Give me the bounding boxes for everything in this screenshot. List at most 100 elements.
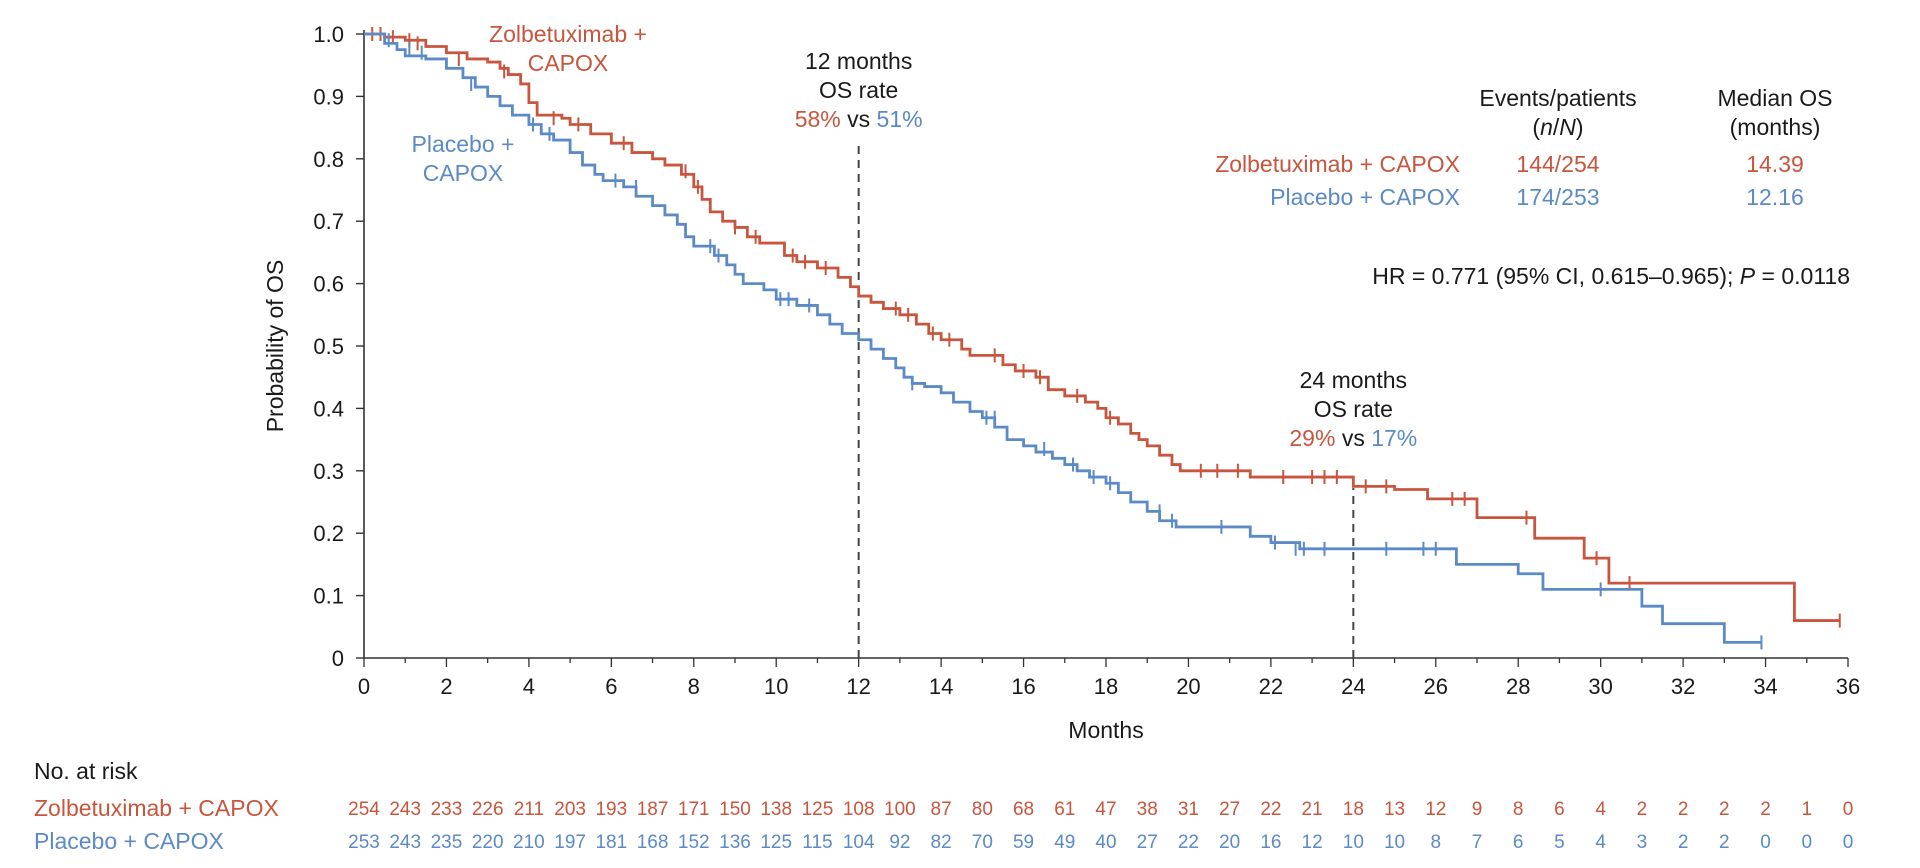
x-tick-label: 8 bbox=[688, 674, 700, 699]
risk-value: 203 bbox=[554, 799, 586, 820]
y-tick-label: 0.7 bbox=[313, 209, 344, 234]
os-rate-zolbetuximab: 58% bbox=[795, 106, 841, 132]
risk-value: 150 bbox=[719, 799, 751, 820]
risk-value: 87 bbox=[931, 799, 952, 820]
risk-value: 6 bbox=[1554, 799, 1565, 820]
risk-value: 92 bbox=[889, 832, 910, 853]
series-label-zolbetuximab: CAPOX bbox=[528, 50, 609, 76]
risk-value: 12 bbox=[1302, 832, 1323, 853]
risk-value: 31 bbox=[1178, 799, 1199, 820]
risk-value: 68 bbox=[1013, 799, 1034, 820]
annotation-os-rate: 58% vs 51% bbox=[795, 106, 923, 132]
risk-value: 59 bbox=[1013, 832, 1034, 853]
risk-value: 243 bbox=[389, 799, 421, 820]
y-tick-label: 0.2 bbox=[313, 521, 344, 546]
chart-axes: 00.10.20.30.40.50.60.70.80.91.00 2 4 6 8 10 12… bbox=[262, 22, 1860, 743]
risk-value: 2 bbox=[1719, 799, 1730, 820]
y-axis-title: Probability of OS bbox=[262, 260, 288, 433]
annotation-title: OS rate bbox=[1314, 396, 1393, 422]
x-axis-title: Months bbox=[1068, 717, 1143, 743]
y-tick-label: 0 bbox=[332, 646, 344, 671]
os-rate-vs: vs bbox=[1335, 425, 1371, 451]
risk-value: 125 bbox=[802, 799, 834, 820]
risk-value: 4 bbox=[1595, 799, 1606, 820]
risk-value: 193 bbox=[595, 799, 627, 820]
risk-value: 152 bbox=[678, 832, 710, 853]
survival-curves bbox=[364, 27, 1841, 650]
series-label-zolbetuximab: Zolbetuximab + bbox=[489, 21, 647, 47]
km-curve-blue bbox=[364, 32, 1762, 644]
risk-value: 49 bbox=[1054, 832, 1075, 853]
risk-value: 16 bbox=[1260, 832, 1281, 853]
x-tick-label: 34 bbox=[1753, 674, 1777, 699]
risk-value: 138 bbox=[760, 799, 792, 820]
risk-value: 5 bbox=[1554, 832, 1565, 853]
risk-value: 254 bbox=[348, 799, 380, 820]
risk-value: 80 bbox=[972, 799, 993, 820]
risk-value: 2 bbox=[1678, 832, 1689, 853]
risk-value: 27 bbox=[1137, 832, 1158, 853]
risk-value: 10 bbox=[1384, 832, 1405, 853]
risk-value: 12 bbox=[1425, 799, 1446, 820]
risk-value: 187 bbox=[637, 799, 669, 820]
stats-header-events-sub: (n/N) bbox=[1532, 114, 1583, 140]
risk-value: 211 bbox=[514, 799, 544, 820]
os-rate-placebo: 17% bbox=[1371, 425, 1417, 451]
os-rate-zolbetuximab: 29% bbox=[1289, 425, 1335, 451]
risk-value: 22 bbox=[1178, 832, 1199, 853]
risk-value: 100 bbox=[884, 799, 916, 820]
x-tick-label: 12 bbox=[846, 674, 870, 699]
x-tick-label: 0 bbox=[358, 674, 370, 699]
y-tick-label: 0.9 bbox=[313, 84, 344, 109]
chart-labels: Zolbetuximab + CAPOX Placebo + CAPOX 12 mont… bbox=[412, 21, 1850, 451]
risk-value: 181 bbox=[595, 832, 627, 853]
risk-value: 136 bbox=[719, 832, 751, 853]
risk-value: 10 bbox=[1343, 832, 1364, 853]
risk-value: 226 bbox=[472, 799, 504, 820]
risk-value: 1 bbox=[1801, 799, 1812, 820]
risk-value: 220 bbox=[472, 832, 504, 853]
risk-value: 104 bbox=[843, 832, 875, 853]
risk-value: 2 bbox=[1760, 799, 1771, 820]
risk-value: 38 bbox=[1137, 799, 1158, 820]
risk-value: 20 bbox=[1219, 832, 1240, 853]
risk-value: 47 bbox=[1095, 799, 1116, 820]
risk-value: 0 bbox=[1801, 832, 1812, 853]
hazard-ratio: HR = 0.771 (95% CI, 0.615–0.965); P = 0.… bbox=[1372, 263, 1850, 289]
os-rate-placebo: 51% bbox=[877, 106, 923, 132]
risk-value: 210 bbox=[513, 832, 545, 853]
x-tick-label: 4 bbox=[523, 674, 535, 699]
stats-row-name: Zolbetuximab + CAPOX bbox=[1215, 151, 1460, 177]
x-tick-label: 32 bbox=[1671, 674, 1695, 699]
risk-value: 7 bbox=[1472, 832, 1483, 853]
stats-row-median: 12.16 bbox=[1746, 184, 1804, 210]
risk-value: 4 bbox=[1595, 832, 1606, 853]
risk-value: 0 bbox=[1760, 832, 1771, 853]
stats-row-events: 174/253 bbox=[1516, 184, 1599, 210]
y-tick-label: 0.4 bbox=[313, 396, 344, 421]
x-tick-label: 16 bbox=[1011, 674, 1035, 699]
stats-row-name: Placebo + CAPOX bbox=[1270, 184, 1460, 210]
annotation-title: OS rate bbox=[819, 77, 898, 103]
annotation-title: 12 months bbox=[805, 48, 912, 74]
risk-row-name: Placebo + CAPOX bbox=[34, 828, 224, 854]
risk-value: 0 bbox=[1843, 832, 1854, 853]
risk-value: 253 bbox=[348, 832, 380, 853]
risk-table-title: No. at risk bbox=[34, 758, 138, 784]
risk-value: 40 bbox=[1095, 832, 1116, 853]
stats-row-median: 14.39 bbox=[1746, 151, 1804, 177]
risk-value: 108 bbox=[843, 799, 875, 820]
x-tick-label: 24 bbox=[1341, 674, 1365, 699]
risk-value: 168 bbox=[637, 832, 669, 853]
x-tick-label: 18 bbox=[1094, 674, 1118, 699]
y-tick-label: 0.3 bbox=[313, 459, 344, 484]
risk-value: 82 bbox=[931, 832, 952, 853]
risk-value: 21 bbox=[1302, 799, 1323, 820]
x-tick-label: 14 bbox=[929, 674, 953, 699]
risk-value: 0 bbox=[1843, 799, 1854, 820]
risk-value: 115 bbox=[802, 832, 832, 853]
risk-value: 6 bbox=[1513, 832, 1524, 853]
risk-value: 2 bbox=[1678, 799, 1689, 820]
